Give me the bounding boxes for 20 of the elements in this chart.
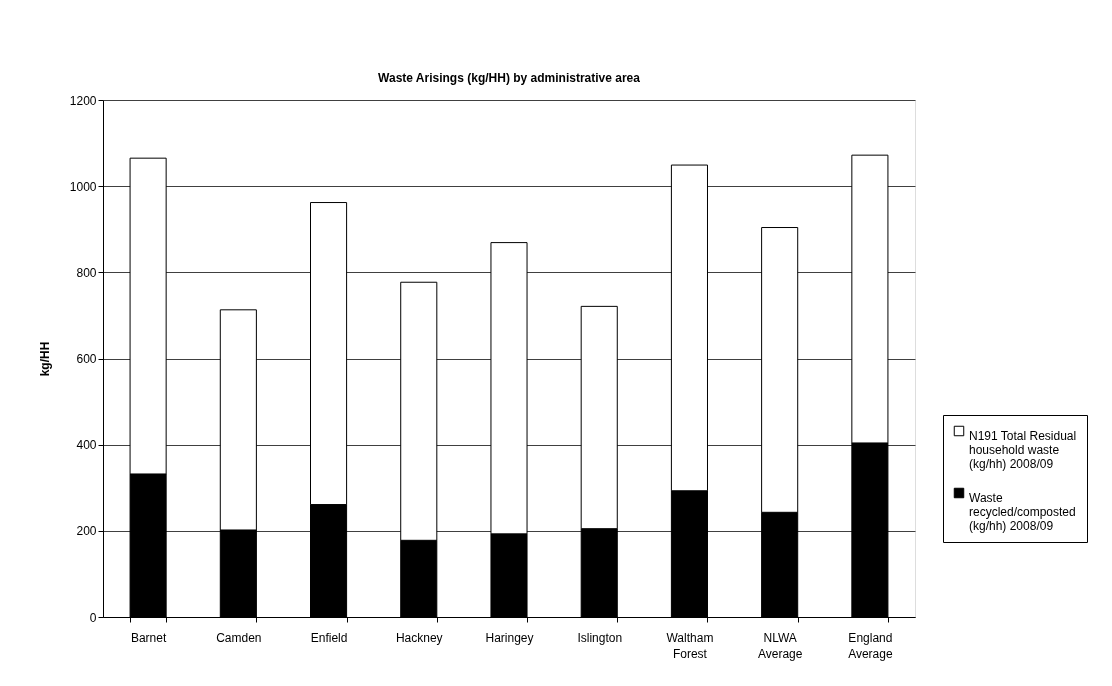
x-tick-label: Islington: [577, 630, 623, 645]
x-tick-label: Camden: [216, 630, 262, 645]
y-axis-title: kg/HH: [37, 341, 52, 377]
y-tick-label: 1000: [69, 179, 97, 194]
x-tick-label: England Average: [848, 630, 893, 661]
y-tick-label: 800: [76, 265, 97, 280]
y-tick-label: 600: [76, 352, 97, 366]
x-tick-label: Haringey: [485, 630, 534, 645]
legend-label: N191 Total Residual household waste (kg/hh) 2008/09: [969, 429, 1077, 471]
x-tick-label: Hackney: [395, 630, 443, 645]
x-tick-label: Barnet: [130, 630, 167, 645]
y-tick-label: 200: [76, 524, 97, 539]
y-tick-label: 1200: [69, 93, 97, 108]
y-tick-label: 0: [89, 610, 97, 625]
chart-title: Waste Arisings (kg/HH) by administrative area: [378, 71, 641, 85]
x-tick-label: NLWA Average: [757, 630, 803, 661]
x-tick-label: Waltham Forest: [666, 630, 714, 661]
legend-label: Waste recycled/composted (kg/hh) 2008/09: [969, 491, 1076, 533]
y-tick-label: 400: [76, 438, 97, 453]
x-tick-label: Enfield: [310, 630, 348, 645]
